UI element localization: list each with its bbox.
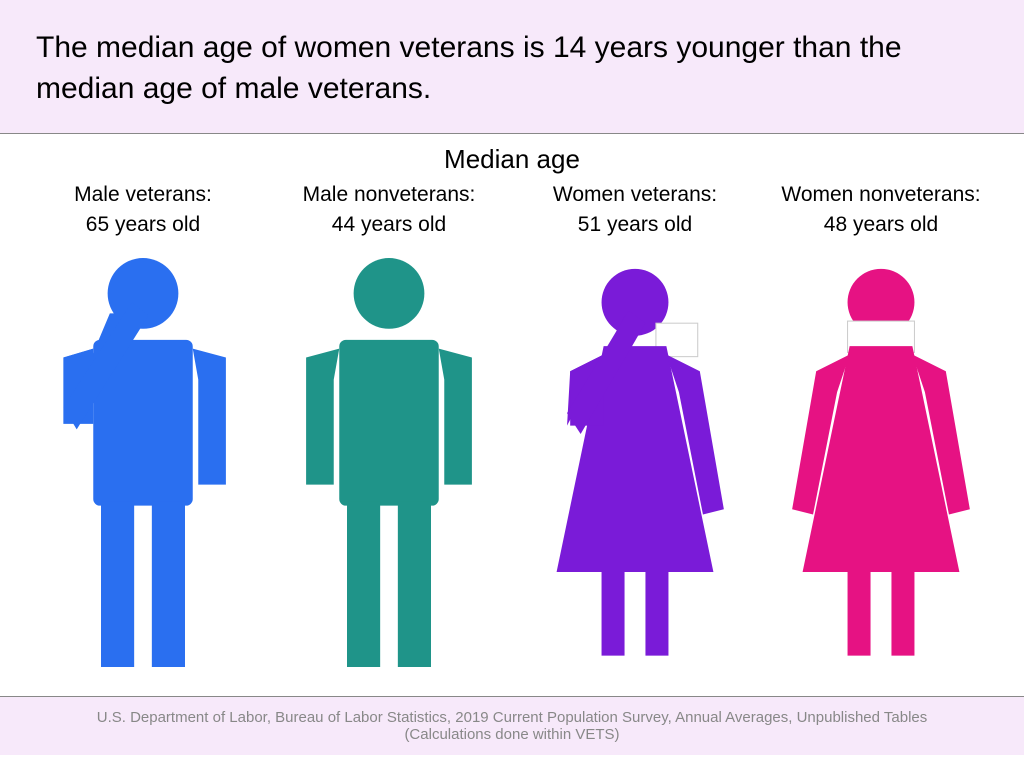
figure-label: Male nonveterans: bbox=[303, 183, 476, 207]
figures-row: Male veterans: 65 years old bbox=[0, 183, 1024, 667]
male-saluting-icon bbox=[28, 247, 258, 667]
male-standing-icon bbox=[274, 247, 504, 667]
figure-women-veterans: Women veterans: 51 years old bbox=[512, 183, 758, 667]
footer-citation: U.S. Department of Labor, Bureau of Labo… bbox=[0, 696, 1024, 755]
figure-male-veterans: Male veterans: 65 years old bbox=[20, 183, 266, 667]
figure-label: Women nonveterans: bbox=[781, 183, 980, 207]
figure-age: 44 years old bbox=[332, 213, 446, 237]
figure-label: Women veterans: bbox=[553, 183, 717, 207]
page-title: The median age of women veterans is 14 y… bbox=[36, 28, 988, 109]
figure-male-nonveterans: Male nonveterans: 44 years old bbox=[266, 183, 512, 667]
female-standing-icon bbox=[766, 247, 996, 667]
chart-area: Median age Male veterans: 65 years old bbox=[0, 134, 1024, 696]
header-banner: The median age of women veterans is 14 y… bbox=[0, 0, 1024, 134]
figure-label: Male veterans: bbox=[74, 183, 212, 207]
female-saluting-icon bbox=[520, 247, 750, 667]
footer-line-1: U.S. Department of Labor, Bureau of Labo… bbox=[20, 709, 1004, 726]
footer-line-2: (Calculations done within VETS) bbox=[20, 726, 1004, 743]
figure-age: 48 years old bbox=[824, 213, 938, 237]
figure-age: 51 years old bbox=[578, 213, 692, 237]
figure-age: 65 years old bbox=[86, 213, 200, 237]
figure-women-nonveterans: Women nonveterans: 48 years old bbox=[758, 183, 1004, 667]
chart-title: Median age bbox=[0, 144, 1024, 175]
